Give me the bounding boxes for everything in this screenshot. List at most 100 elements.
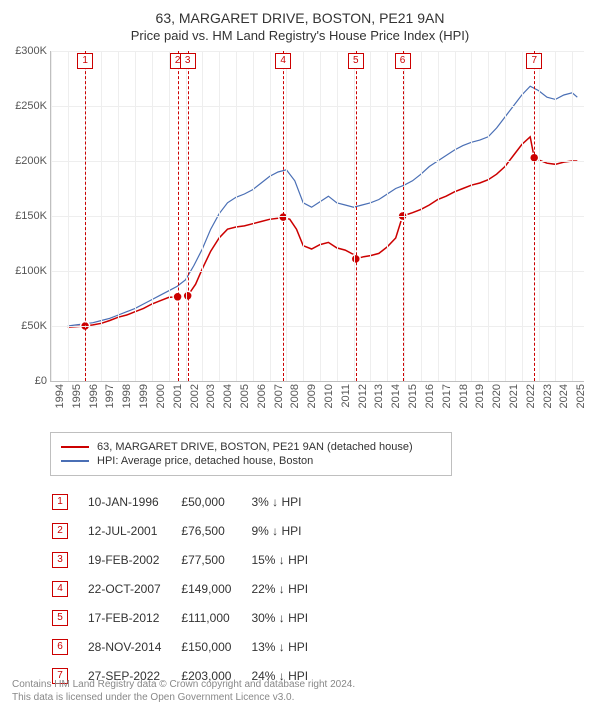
gridline-v	[219, 51, 220, 381]
sale-delta: 9% ↓ HPI	[251, 517, 326, 544]
sale-vline	[178, 51, 179, 381]
gridline-v	[387, 51, 388, 381]
table-row: 212-JUL-2001£76,5009% ↓ HPI	[52, 517, 326, 544]
chart-title: 63, MARGARET DRIVE, BOSTON, PE21 9AN	[12, 10, 588, 26]
table-row: 628-NOV-2014£150,00013% ↓ HPI	[52, 633, 326, 660]
gridline-v	[555, 51, 556, 381]
gridline-v	[370, 51, 371, 381]
legend: 63, MARGARET DRIVE, BOSTON, PE21 9AN (de…	[50, 432, 452, 476]
table-row: 422-OCT-2007£149,00022% ↓ HPI	[52, 575, 326, 602]
gridline-v	[505, 51, 506, 381]
sale-marker: 5	[348, 53, 364, 69]
sale-vline	[403, 51, 404, 381]
sale-number-box: 4	[52, 581, 68, 597]
sale-number-box: 2	[52, 523, 68, 539]
x-axis-label: 1996	[88, 384, 100, 408]
sale-vline	[534, 51, 535, 381]
x-axis-label: 2010	[323, 384, 335, 408]
legend-label-hpi: HPI: Average price, detached house, Bost…	[97, 455, 313, 467]
sale-number-box: 3	[52, 552, 68, 568]
y-axis-label: £50K	[21, 320, 47, 332]
x-axis-label: 2002	[189, 384, 201, 408]
sale-vline	[356, 51, 357, 381]
table-row: 319-FEB-2002£77,50015% ↓ HPI	[52, 546, 326, 573]
x-axis-label: 2008	[289, 384, 301, 408]
x-axis-label: 2004	[222, 384, 234, 408]
x-axis-label: 2007	[273, 384, 285, 408]
chart-wrap: £0£50K£100K£150K£200K£250K£300K1234567 1…	[50, 51, 584, 426]
footer: Contains HM Land Registry data © Crown c…	[12, 678, 588, 704]
table-row: 517-FEB-2012£111,00030% ↓ HPI	[52, 604, 326, 631]
x-axis-label: 2014	[390, 384, 402, 408]
gridline-v	[471, 51, 472, 381]
sale-marker: 7	[526, 53, 542, 69]
gridline-v	[169, 51, 170, 381]
sales-table: 110-JAN-1996£50,0003% ↓ HPI212-JUL-2001£…	[50, 486, 328, 691]
sale-number-box: 6	[52, 639, 68, 655]
gridline-v	[572, 51, 573, 381]
hpi-line	[68, 86, 578, 326]
sale-date: 19-FEB-2002	[88, 546, 179, 573]
x-axis-label: 2006	[256, 384, 268, 408]
sale-delta: 3% ↓ HPI	[251, 488, 326, 515]
legend-label-property: 63, MARGARET DRIVE, BOSTON, PE21 9AN (de…	[97, 441, 413, 453]
x-axis-labels: 1994199519961997199819992000200120022003…	[50, 382, 584, 426]
x-axis-label: 2019	[474, 384, 486, 408]
gridline-v	[202, 51, 203, 381]
sale-delta: 15% ↓ HPI	[251, 546, 326, 573]
gridline-v	[68, 51, 69, 381]
sale-delta: 13% ↓ HPI	[251, 633, 326, 660]
x-axis-label: 2009	[306, 384, 318, 408]
x-axis-label: 2005	[239, 384, 251, 408]
gridline-v	[488, 51, 489, 381]
y-axis-label: £0	[35, 375, 47, 387]
x-axis-label: 1997	[104, 384, 116, 408]
sale-vline	[85, 51, 86, 381]
table-row: 110-JAN-1996£50,0003% ↓ HPI	[52, 488, 326, 515]
x-axis-label: 2018	[458, 384, 470, 408]
gridline-v	[118, 51, 119, 381]
chart-area: £0£50K£100K£150K£200K£250K£300K1234567	[50, 51, 584, 382]
gridline-v	[303, 51, 304, 381]
x-axis-label: 2021	[508, 384, 520, 408]
y-axis-label: £200K	[15, 155, 47, 167]
sale-date: 10-JAN-1996	[88, 488, 179, 515]
x-axis-label: 2001	[172, 384, 184, 408]
sale-vline	[188, 51, 189, 381]
sale-marker: 6	[395, 53, 411, 69]
gridline-v	[404, 51, 405, 381]
container: 63, MARGARET DRIVE, BOSTON, PE21 9AN Pri…	[0, 0, 600, 710]
sale-price: £150,000	[181, 633, 249, 660]
x-axis-label: 2022	[525, 384, 537, 408]
sale-marker: 4	[275, 53, 291, 69]
sale-number-box: 5	[52, 610, 68, 626]
sale-delta: 22% ↓ HPI	[251, 575, 326, 602]
gridline-v	[286, 51, 287, 381]
x-axis-label: 2012	[357, 384, 369, 408]
x-axis-label: 2023	[542, 384, 554, 408]
gridline-v	[455, 51, 456, 381]
x-axis-label: 1994	[54, 384, 66, 408]
gridline-v	[186, 51, 187, 381]
x-axis-label: 2016	[424, 384, 436, 408]
x-axis-label: 1995	[71, 384, 83, 408]
gridline-v	[522, 51, 523, 381]
gridline-v	[135, 51, 136, 381]
gridline-v	[539, 51, 540, 381]
sale-number-box: 1	[52, 494, 68, 510]
sale-price: £76,500	[181, 517, 249, 544]
y-axis-label: £300K	[15, 45, 47, 57]
sale-marker: 1	[77, 53, 93, 69]
legend-swatch-property	[61, 446, 89, 448]
sale-delta: 30% ↓ HPI	[251, 604, 326, 631]
x-axis-label: 2000	[155, 384, 167, 408]
gridline-v	[270, 51, 271, 381]
legend-row-hpi: HPI: Average price, detached house, Bost…	[61, 455, 441, 467]
footer-line2: This data is licensed under the Open Gov…	[12, 691, 588, 704]
gridline-v	[421, 51, 422, 381]
sale-price: £111,000	[181, 604, 249, 631]
gridline-v	[354, 51, 355, 381]
sale-price: £149,000	[181, 575, 249, 602]
x-axis-label: 2003	[205, 384, 217, 408]
footer-line1: Contains HM Land Registry data © Crown c…	[12, 678, 588, 691]
